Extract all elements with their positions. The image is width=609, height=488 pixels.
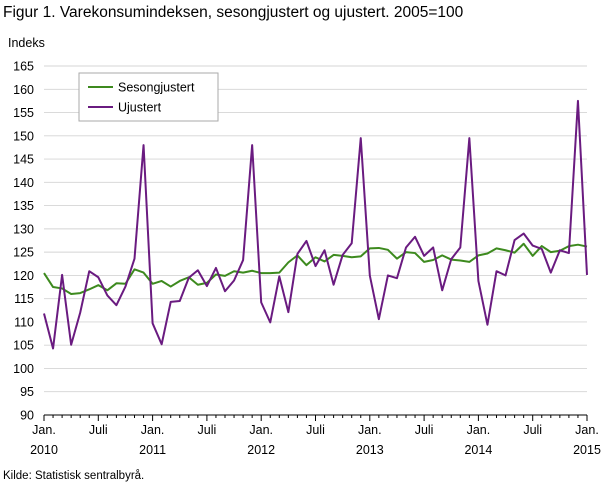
x-tick-label: Jan. <box>32 423 56 437</box>
legend-label: Sesongjustert <box>118 81 195 95</box>
y-tick-label: 100 <box>13 362 34 376</box>
y-tick-label: 135 <box>13 199 34 213</box>
x-tick-label: Jan. <box>467 423 491 437</box>
x-tick-label: Juli <box>523 423 542 437</box>
x-tick-label: Juli <box>89 423 108 437</box>
y-tick-label: 165 <box>13 60 34 74</box>
x-tick-label: Juli <box>306 423 325 437</box>
y-tick-label: 145 <box>13 153 34 167</box>
x-tick-year-label: 2014 <box>464 443 492 457</box>
y-axis-tick-labels: 90 95 100 105 110 115 120 125 130 135 140 145 150 155… <box>13 60 34 423</box>
x-tick-year-label: 2010 <box>30 443 58 457</box>
legend-label: Ujustert <box>118 101 162 115</box>
source-note: Kilde: Statistisk sentralbyrå. <box>3 470 145 482</box>
y-tick-label: 110 <box>14 315 34 329</box>
y-tick-label: 95 <box>20 385 34 399</box>
legend: Sesongjustert Ujustert <box>78 72 219 122</box>
series-line-sesongjustert <box>43 242 588 296</box>
x-tick-year-label: 2011 <box>139 443 166 457</box>
x-tick-year-label: 2013 <box>356 443 384 457</box>
y-tick-label: 130 <box>13 222 34 236</box>
y-tick-label: 120 <box>13 269 34 283</box>
x-tick-year-label: 2015 <box>573 443 601 457</box>
y-axis-unit-label: Indeks <box>8 36 45 50</box>
legend-box <box>78 72 219 122</box>
series-lines <box>43 99 588 350</box>
y-tick-label: 105 <box>13 339 34 353</box>
y-tick-label: 160 <box>13 83 34 97</box>
x-tick-label: Jan. <box>358 423 382 437</box>
x-tick-label: Jan. <box>141 423 165 437</box>
x-axis-ticks: Jan. 2010 Juli Jan. 2011 Juli Jan. 2012 Juli Jan.… <box>30 415 601 457</box>
x-tick-label: Juli <box>198 423 217 437</box>
x-tick-year-label: 2012 <box>247 443 275 457</box>
y-tick-label: 115 <box>14 292 34 306</box>
y-tick-label: 90 <box>20 409 34 423</box>
y-tick-label: 125 <box>13 246 34 260</box>
y-tick-label: 150 <box>13 129 34 143</box>
y-tick-label: 140 <box>13 176 34 190</box>
series-line-ujustert <box>43 99 588 350</box>
x-tick-label: Jan. <box>575 423 599 437</box>
x-tick-label: Jan. <box>249 423 273 437</box>
chart-title: Figur 1. Varekonsumindeksen, sesongjuste… <box>3 4 464 21</box>
x-tick-label: Juli <box>415 423 434 437</box>
y-tick-label: 155 <box>13 106 34 120</box>
